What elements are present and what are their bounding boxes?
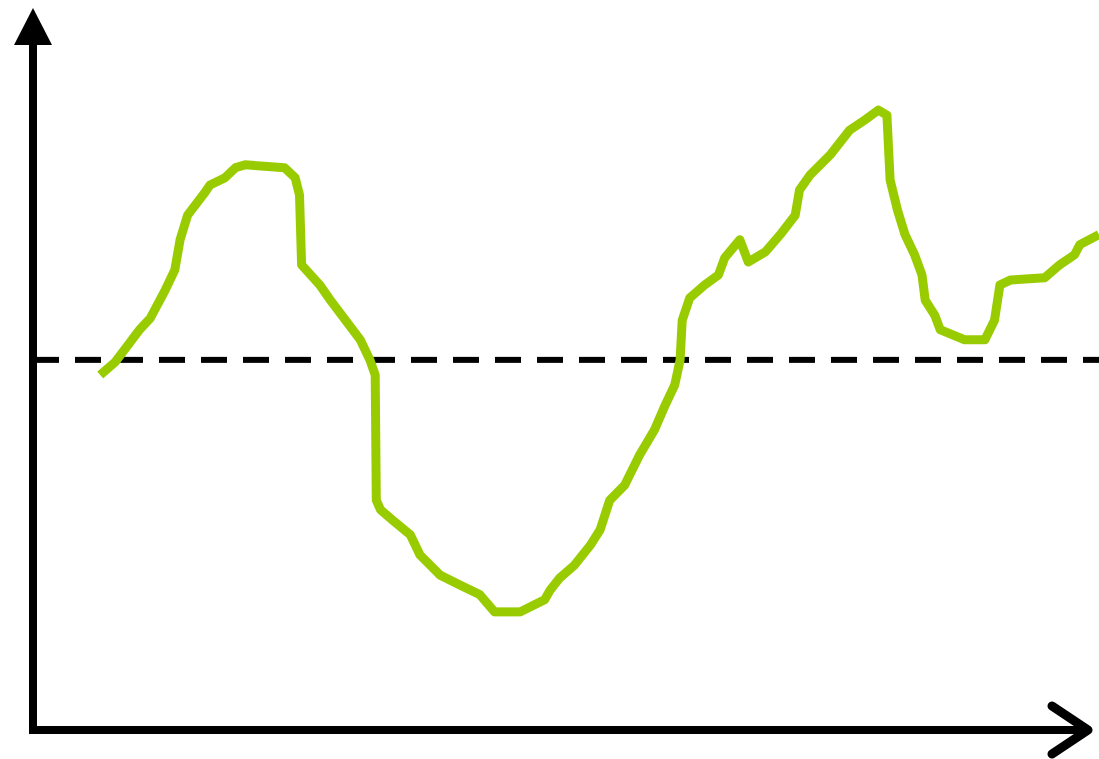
x-axis-arrow	[1047, 701, 1093, 759]
axes	[14, 8, 1093, 759]
y-axis-arrow	[14, 8, 52, 45]
data-line	[97, 105, 1099, 617]
